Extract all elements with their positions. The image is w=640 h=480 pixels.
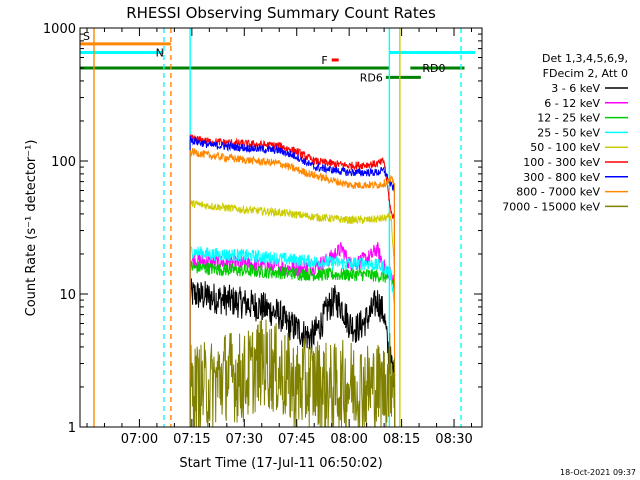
series-line-100-300-kev: [189, 133, 396, 428]
series-layer: [189, 133, 396, 428]
flag-label-s: S: [83, 30, 90, 43]
flags-layer: S N F RD0 RD6: [80, 30, 476, 84]
series-line-7000-15000-kev: [189, 314, 396, 428]
legend-label: 50 - 100 keV: [530, 141, 600, 154]
legend-label: 7000 - 15000 keV: [502, 200, 600, 213]
x-tick-label: 07:30: [226, 432, 263, 447]
generation-timestamp: 18-Oct-2021 09:37: [560, 468, 636, 477]
flag-label-f: F: [321, 54, 327, 67]
x-tick-label: 07:45: [278, 432, 315, 447]
y-tick-label: 1000: [43, 22, 76, 37]
legend-label: 300 - 800 keV: [523, 171, 600, 184]
flag-label-rd6: RD6: [360, 71, 383, 84]
x-tick-label: 08:15: [383, 432, 420, 447]
legend-label: 12 - 25 keV: [537, 112, 600, 125]
y-tick-label: 10: [59, 288, 76, 303]
series-line-50-100-kev: [189, 200, 396, 428]
x-axis-label: Start Time (17-Jul-11 06:50:02): [179, 456, 382, 471]
legend-header-2: FDecim 2, Att 0: [543, 67, 628, 80]
x-tick-label: 07:00: [121, 432, 158, 447]
x-tick-label: 08:00: [330, 432, 367, 447]
legend-label: 3 - 6 keV: [551, 82, 600, 95]
legend-label: 100 - 300 keV: [523, 156, 600, 169]
x-tick-label: 08:30: [435, 432, 472, 447]
flag-label-n: N: [156, 46, 164, 59]
series-line-12-25-kev: [189, 261, 396, 428]
x-tick-label: 07:15: [173, 432, 210, 447]
legend-header-1: Det 1,3,4,5,6,9,: [542, 52, 628, 65]
series-line-800-7000-kev: [189, 147, 396, 428]
y-tick-label: 100: [51, 155, 76, 170]
plot-frame: [79, 27, 483, 428]
legend-label: 6 - 12 keV: [544, 97, 600, 110]
y-tick-label: 1: [68, 421, 76, 436]
series-line-3-6-kev: [189, 278, 396, 428]
series-line-25-50-kev: [189, 245, 396, 428]
series-line-300-800-kev: [189, 135, 396, 428]
legend-label: 800 - 7000 keV: [516, 186, 600, 199]
axes-layer: 07:00 07:15 07:30 07:45 08:00 08:15 08:30 1 10 10…: [43, 22, 482, 447]
chart-title: RHESSI Observing Summary Count Rates: [126, 4, 436, 22]
y-axis-label: Count Rate (s⁻¹ detector⁻¹): [24, 140, 39, 317]
series-line-6-12-kev: [189, 242, 396, 428]
flag-label-rd0: RD0: [422, 62, 445, 75]
legend-label: 25 - 50 keV: [537, 126, 600, 139]
